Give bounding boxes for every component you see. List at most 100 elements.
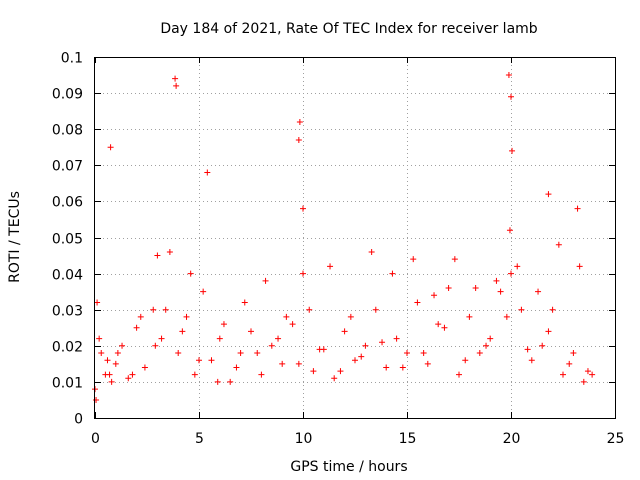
data-point — [435, 321, 442, 328]
data-point — [476, 350, 483, 357]
x-tick-label: 5 — [195, 431, 204, 447]
data-point — [150, 306, 157, 313]
y-tick-label: 0.03 — [52, 304, 83, 320]
data-point — [187, 270, 194, 277]
data-point — [227, 378, 234, 385]
data-point — [158, 335, 165, 342]
x-tick-label: 0 — [91, 431, 100, 447]
data-point — [584, 368, 591, 375]
data-point — [528, 357, 535, 364]
data-point — [497, 288, 504, 295]
data-point — [420, 350, 427, 357]
y-axis-label: ROTI / TECUs — [7, 191, 23, 283]
data-point — [262, 277, 269, 284]
data-point — [283, 313, 290, 320]
data-point — [549, 306, 556, 313]
x-tick-label: 25 — [607, 431, 625, 447]
data-point — [98, 350, 105, 357]
data-point — [514, 263, 521, 270]
data-point — [300, 205, 306, 212]
data-point — [196, 357, 202, 364]
data-point — [216, 335, 223, 342]
data-point — [137, 313, 144, 320]
data-point — [570, 350, 577, 357]
data-point — [383, 364, 390, 371]
data-point — [295, 137, 302, 144]
y-tick-label: 0.04 — [52, 268, 83, 284]
chart-title: Day 184 of 2021, Rate Of TEC Index for r… — [160, 21, 537, 37]
data-point — [393, 335, 400, 342]
data-point — [172, 75, 179, 82]
data-point — [129, 371, 136, 378]
data-point — [327, 263, 334, 270]
data-point — [141, 364, 148, 371]
data-point — [125, 375, 132, 382]
data-point — [94, 299, 101, 306]
data-point — [368, 248, 375, 255]
data-point — [352, 357, 358, 364]
data-point — [237, 350, 244, 357]
data-point — [509, 147, 516, 154]
axis-ticks: 0 5 10 15 20 25 0 0.01 0.02 0.03 0.04 0.05 0.06 0.07 0… — [52, 51, 625, 448]
y-tick-label: 0.1 — [61, 51, 83, 67]
data-point — [508, 270, 514, 277]
data-point — [258, 371, 265, 378]
x-tick-label: 15 — [399, 431, 417, 447]
data-point — [279, 360, 286, 367]
data-point — [518, 306, 525, 313]
data-point — [441, 324, 448, 331]
data-point — [431, 292, 438, 299]
data-point — [104, 357, 111, 364]
data-point — [331, 375, 338, 382]
data-point — [545, 191, 552, 198]
data-point — [96, 335, 103, 342]
data-point — [175, 350, 182, 357]
data-point — [200, 288, 207, 295]
grid-lines — [95, 57, 615, 418]
y-tick-label: 0.08 — [52, 123, 83, 139]
data-point — [487, 335, 494, 342]
data-point — [576, 263, 583, 270]
data-point — [493, 277, 500, 284]
data-point — [414, 299, 421, 306]
data-point — [379, 339, 386, 346]
x-axis-label: GPS time / hours — [290, 459, 407, 475]
data-point — [404, 350, 410, 357]
data-point — [183, 313, 190, 320]
data-point — [566, 360, 573, 367]
data-point — [208, 357, 215, 364]
data-point — [154, 252, 161, 259]
data-point — [389, 270, 396, 277]
data-point — [248, 328, 254, 335]
data-point — [162, 306, 169, 313]
data-point — [589, 371, 596, 378]
data-point — [220, 321, 227, 328]
data-point — [560, 371, 566, 378]
data-point — [539, 342, 546, 349]
data-point — [505, 72, 512, 79]
y-tick-label: 0.09 — [52, 87, 83, 103]
data-point — [372, 306, 379, 313]
y-tick-label: 0.06 — [52, 195, 83, 211]
data-point — [424, 360, 431, 367]
data-point — [410, 256, 417, 263]
x-tick-label: 20 — [503, 431, 521, 447]
data-point — [316, 346, 323, 353]
data-point — [114, 350, 121, 357]
y-tick-label: 0.02 — [52, 340, 83, 356]
data-point — [445, 285, 452, 292]
data-point — [108, 378, 115, 385]
data-point — [268, 342, 275, 349]
data-point — [275, 335, 282, 342]
x-tick-label: 10 — [295, 431, 313, 447]
data-point — [233, 364, 240, 371]
data-point — [93, 396, 100, 403]
data-point — [179, 328, 186, 335]
data-point — [152, 342, 159, 349]
data-point — [337, 368, 344, 375]
data-point — [341, 328, 348, 335]
data-point — [503, 313, 510, 320]
data-point — [296, 118, 303, 125]
data-point — [112, 360, 119, 367]
data-point — [506, 227, 513, 234]
